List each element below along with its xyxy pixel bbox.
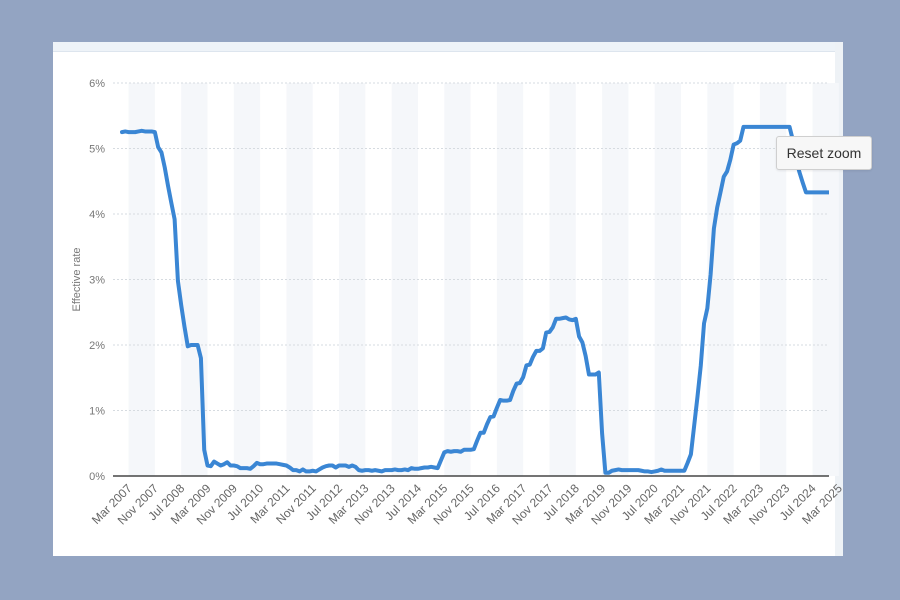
series-line (120, 124, 829, 475)
plot-band (339, 83, 366, 476)
card-top-bar (53, 42, 835, 52)
y-tick-label: 2% (89, 340, 105, 352)
chart-card: 0% 1% 2% 3% 4% 5% 6% Effective rate Mar 2007 Nov … (53, 42, 872, 556)
y-tick-label: 3% (89, 275, 105, 287)
y-tick-label: 0% (89, 471, 105, 483)
card-right-strip (835, 42, 843, 556)
y-axis-title: Effective rate (71, 248, 83, 312)
y-tick-label: 1% (89, 406, 105, 418)
reset-zoom-button[interactable]: Reset zoom (776, 136, 872, 170)
plot-band (654, 83, 682, 476)
y-tick-label: 6% (89, 78, 105, 90)
y-tick-label: 4% (89, 209, 105, 221)
y-tick-label: 5% (89, 144, 105, 156)
